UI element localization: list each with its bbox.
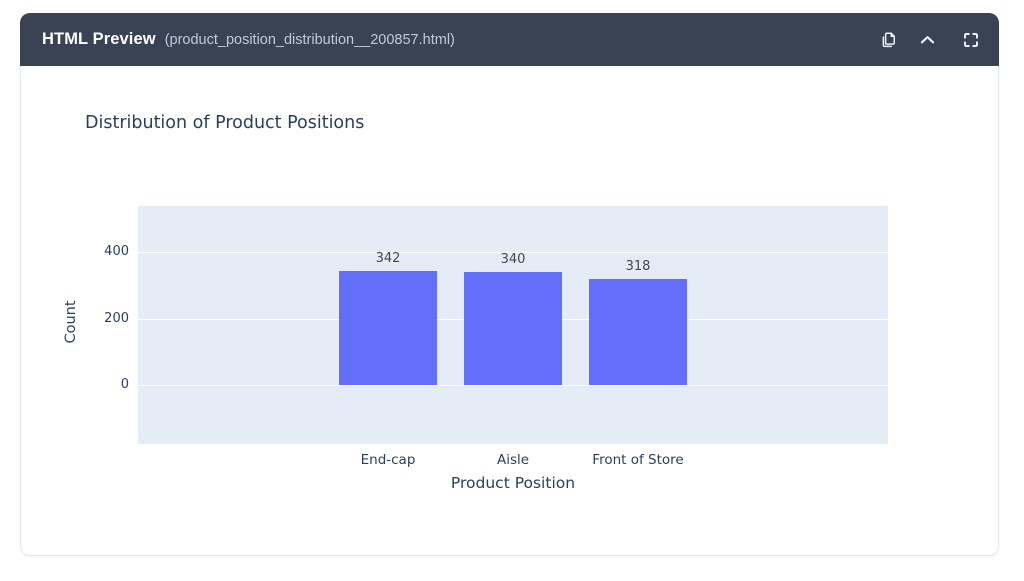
bar-end-cap: [338, 271, 438, 385]
collapse-icon[interactable]: [917, 30, 937, 50]
copy-icon[interactable]: [879, 30, 899, 50]
gridline-y-0: [138, 385, 888, 387]
plot-area: [138, 206, 888, 444]
fullscreen-icon[interactable]: [961, 30, 981, 50]
preview-filename: (product_position_distribution__200857.h…: [164, 31, 455, 48]
chart-title: Distribution of Product Positions: [85, 113, 365, 133]
bar-chart: Distribution of Product Positions Count …: [21, 67, 998, 555]
x-tick-label: Front of Store: [592, 452, 684, 468]
y-tick-label: 200: [104, 310, 129, 326]
bar-value-label: 340: [500, 251, 526, 267]
y-tick-label: 400: [104, 243, 129, 259]
x-tick-label: Aisle: [496, 452, 530, 468]
html-preview-panel: HTML Preview (product_position_distribut…: [20, 13, 999, 556]
x-tick-label: End-cap: [360, 452, 416, 468]
gridline-y-400: [138, 251, 888, 253]
x-axis-title: Product Position: [450, 474, 576, 492]
bar-aisle: [463, 271, 563, 386]
bar-front-of-store: [588, 279, 688, 386]
bar-value-label: 318: [625, 259, 651, 275]
header-actions: [879, 30, 981, 50]
y-tick-label: 0: [120, 377, 129, 393]
panel-title: HTML Preview: [42, 30, 156, 48]
preview-header: HTML Preview (product_position_distribut…: [20, 13, 999, 66]
bar-value-label: 342: [375, 251, 401, 267]
